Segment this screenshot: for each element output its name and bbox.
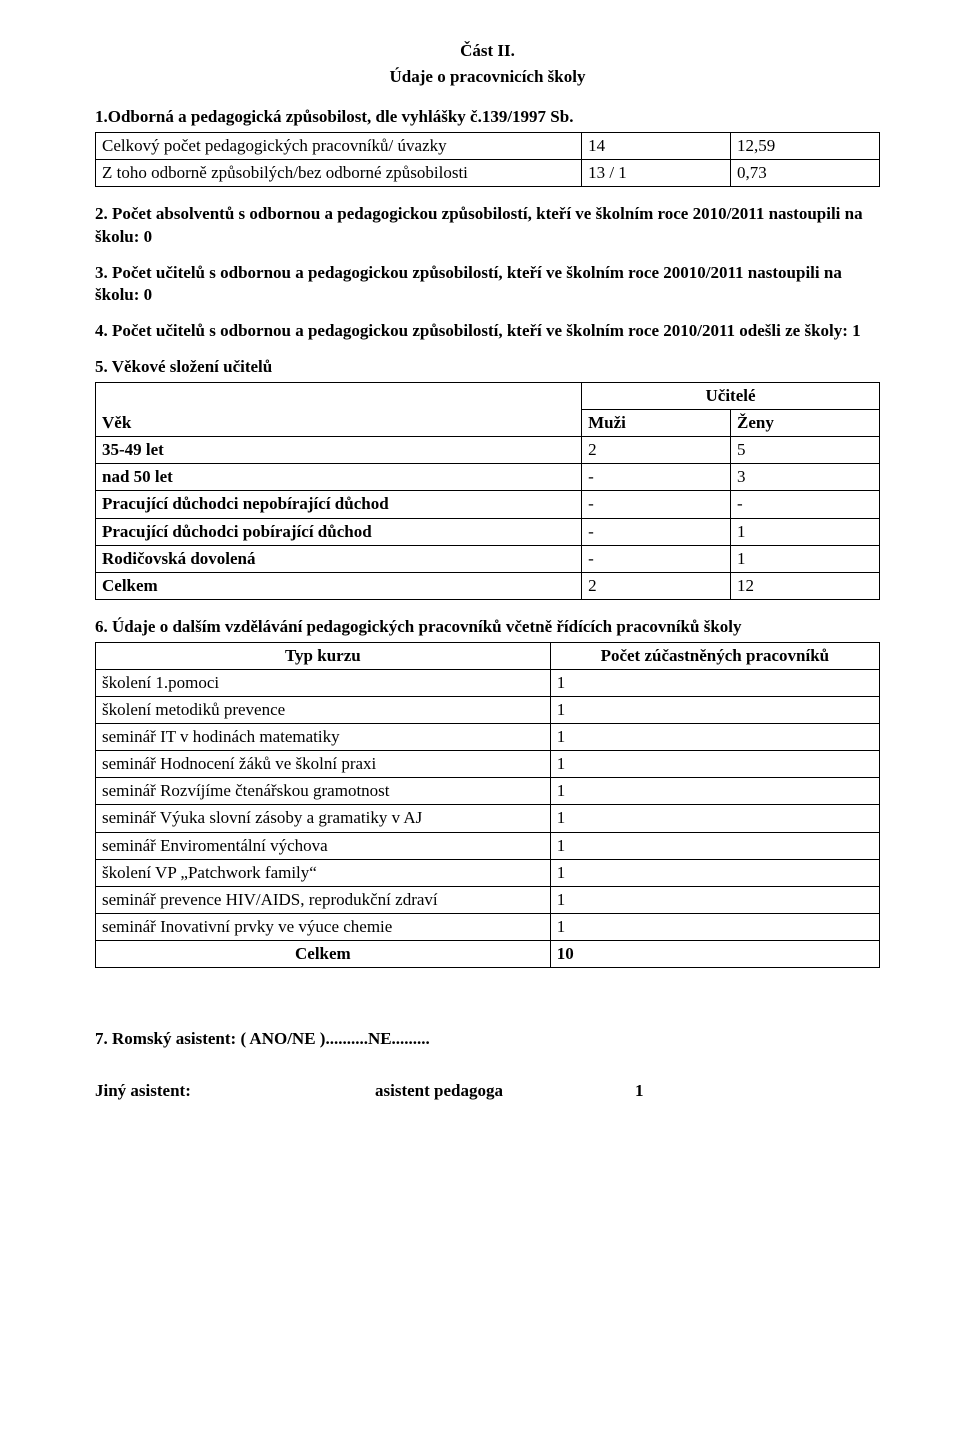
cell-header: Muži [582,410,731,437]
cell-label: seminář Hodnocení žáků ve školní praxi [96,751,551,778]
table-row: seminář Rozvíjíme čtenářskou gramotnost1 [96,778,880,805]
cell-value: 1 [550,832,879,859]
footer-label: Jiný asistent: [95,1080,375,1102]
cell-value: 14 [582,133,731,160]
cell-value: 1 [550,724,879,751]
cell-value: 1 [550,697,879,724]
page-title: Údaje o pracovnicích školy [95,66,880,88]
cell-label: seminář IT v hodinách matematiky [96,724,551,751]
table-row: Z toho odborně způsobilých/bez odborné z… [96,160,880,187]
table-section1: Celkový počet pedagogických pracovníků/ … [95,132,880,187]
cell-header: Věk [96,410,582,437]
table-row: Celkem 2 12 [96,572,880,599]
cell-label: Pracující důchodci pobírající důchod [96,518,582,545]
cell-value: - [582,545,731,572]
footer-value: asistent pedagoga [375,1080,635,1102]
table-row: Rodičovská dovolená - 1 [96,545,880,572]
cell-value: 1 [550,778,879,805]
table-row: Celkový počet pedagogických pracovníků/ … [96,133,880,160]
cell-value: 1 [550,805,879,832]
cell-value: 1 [550,859,879,886]
table-row: seminář prevence HIV/AIDS, reprodukční z… [96,886,880,913]
footer-count: 1 [635,1080,644,1102]
cell-value: - [582,464,731,491]
table-row: školení VP „Patchwork family“1 [96,859,880,886]
cell-value: - [582,518,731,545]
cell-value: 12 [731,572,880,599]
table-row: Věk Muži Ženy [96,410,880,437]
table-row: Učitelé [96,383,880,410]
part-label: Část II. [95,40,880,62]
section1-heading: 1.Odborná a pedagogická způsobilost, dle… [95,106,880,128]
cell-value: 1 [731,545,880,572]
cell-header: Typ kurzu [96,642,551,669]
section4-text: 4. Počet učitelů s odbornou a pedagogick… [95,320,880,342]
cell-label: Celkový počet pedagogických pracovníků/ … [96,133,582,160]
table-row: seminář IT v hodinách matematiky1 [96,724,880,751]
cell-label: seminář Inovativní prvky ve výuce chemie [96,913,551,940]
cell-label: seminář Rozvíjíme čtenářskou gramotnost [96,778,551,805]
cell-label: Pracující důchodci nepobírající důchod [96,491,582,518]
table-row: seminář Enviromentální výchova1 [96,832,880,859]
table-row: Pracující důchodci pobírající důchod - 1 [96,518,880,545]
table-row: 35-49 let 2 5 [96,437,880,464]
cell-value: 5 [731,437,880,464]
table-row: školení metodiků prevence1 [96,697,880,724]
cell-label: seminář Výuka slovní zásoby a gramatiky … [96,805,551,832]
cell-empty [96,383,582,410]
cell-label: školení 1.pomoci [96,669,551,696]
cell-header-group: Učitelé [582,383,880,410]
cell-label: Z toho odborně způsobilých/bez odborné z… [96,160,582,187]
cell-header: Ženy [731,410,880,437]
table-row: školení 1.pomoci1 [96,669,880,696]
cell-value: 3 [731,464,880,491]
cell-label: nad 50 let [96,464,582,491]
footer-assistant: Jiný asistent: asistent pedagoga 1 [95,1080,880,1102]
section5-heading: 5. Věkové složení učitelů [95,356,880,378]
cell-header: Počet zúčastněných pracovníků [550,642,879,669]
cell-label: školení VP „Patchwork family“ [96,859,551,886]
cell-label: seminář prevence HIV/AIDS, reprodukční z… [96,886,551,913]
section2-text: 2. Počet absolventů s odbornou a pedagog… [95,203,880,247]
table-row: Celkem 10 [96,940,880,967]
table-section6: Typ kurzu Počet zúčastněných pracovníků … [95,642,880,968]
cell-label: 35-49 let [96,437,582,464]
cell-value: 1 [550,669,879,696]
cell-value: 2 [582,437,731,464]
table-row: Pracující důchodci nepobírající důchod -… [96,491,880,518]
cell-value: 1 [550,913,879,940]
table-row: Typ kurzu Počet zúčastněných pracovníků [96,642,880,669]
cell-value: 1 [550,886,879,913]
cell-label: školení metodiků prevence [96,697,551,724]
cell-label: Rodičovská dovolená [96,545,582,572]
cell-total-label: Celkem [96,940,551,967]
table-row: seminář Hodnocení žáků ve školní praxi1 [96,751,880,778]
section7-text: 7. Romský asistent: ( ANO/NE )..........… [95,1028,880,1050]
cell-value: 0,73 [731,160,880,187]
cell-value: 1 [550,751,879,778]
cell-value: - [582,491,731,518]
table-row: seminář Výuka slovní zásoby a gramatiky … [96,805,880,832]
table-row: nad 50 let - 3 [96,464,880,491]
cell-value: 13 / 1 [582,160,731,187]
cell-label: Celkem [96,572,582,599]
table-row: seminář Inovativní prvky ve výuce chemie… [96,913,880,940]
cell-value: 2 [582,572,731,599]
cell-value: - [731,491,880,518]
cell-value: 1 [731,518,880,545]
section3-text: 3. Počet učitelů s odbornou a pedagogick… [95,262,880,306]
table-section5: Učitelé Věk Muži Ženy 35-49 let 2 5 nad … [95,382,880,600]
cell-total-value: 10 [550,940,879,967]
cell-label: seminář Enviromentální výchova [96,832,551,859]
cell-value: 12,59 [731,133,880,160]
section6-heading: 6. Údaje o dalším vzdělávání pedagogický… [95,616,880,638]
